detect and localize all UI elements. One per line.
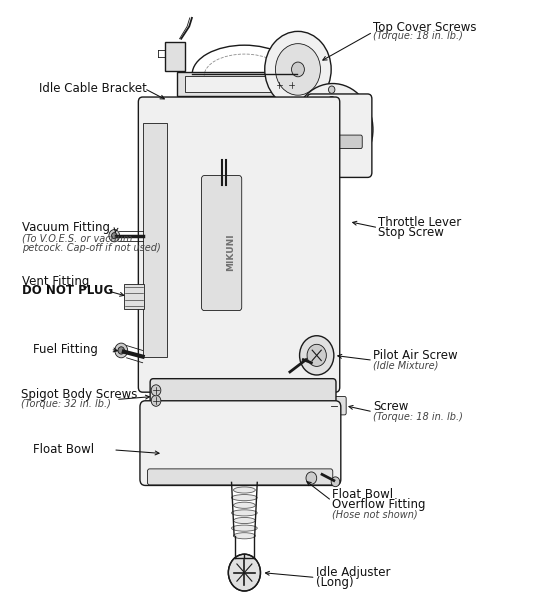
- Circle shape: [112, 232, 117, 239]
- FancyBboxPatch shape: [148, 469, 333, 485]
- FancyBboxPatch shape: [185, 76, 303, 92]
- Circle shape: [228, 554, 260, 591]
- Text: Stop Screw: Stop Screw: [378, 226, 444, 239]
- FancyBboxPatch shape: [322, 397, 346, 415]
- Circle shape: [275, 44, 321, 95]
- Text: Float Bowl: Float Bowl: [33, 443, 94, 456]
- Ellipse shape: [234, 502, 255, 509]
- Text: Idle Cable Bracket: Idle Cable Bracket: [39, 82, 147, 95]
- Circle shape: [115, 343, 128, 358]
- FancyBboxPatch shape: [165, 42, 185, 71]
- Circle shape: [151, 385, 161, 396]
- Text: DO NOT PLUG: DO NOT PLUG: [22, 284, 113, 298]
- Ellipse shape: [231, 510, 257, 516]
- Text: (Torque: 32 in. lb.): (Torque: 32 in. lb.): [21, 400, 111, 410]
- Circle shape: [303, 96, 362, 164]
- Text: Overflow Fitting: Overflow Fitting: [332, 498, 425, 511]
- Circle shape: [307, 344, 326, 367]
- FancyBboxPatch shape: [140, 401, 341, 485]
- Circle shape: [265, 31, 331, 108]
- Circle shape: [329, 86, 335, 93]
- Text: (Long): (Long): [316, 576, 353, 589]
- Text: Float Bowl: Float Bowl: [332, 488, 393, 501]
- Circle shape: [292, 62, 304, 77]
- FancyBboxPatch shape: [150, 379, 336, 416]
- Ellipse shape: [234, 533, 255, 539]
- Circle shape: [306, 472, 317, 484]
- Text: Vacuum Fitting: Vacuum Fitting: [22, 221, 110, 234]
- Circle shape: [321, 116, 345, 143]
- Text: MIKUNI: MIKUNI: [227, 234, 236, 271]
- Circle shape: [300, 336, 334, 375]
- Circle shape: [151, 395, 161, 407]
- Text: (Hose not shown): (Hose not shown): [332, 509, 417, 519]
- Circle shape: [330, 401, 338, 411]
- Circle shape: [118, 347, 125, 354]
- FancyBboxPatch shape: [139, 97, 340, 392]
- Text: Pilot Air Screw: Pilot Air Screw: [373, 349, 458, 362]
- Circle shape: [109, 229, 120, 242]
- Text: Fuel Fitting: Fuel Fitting: [33, 343, 98, 355]
- Circle shape: [331, 477, 340, 486]
- Text: Top Cover Screws: Top Cover Screws: [373, 20, 476, 34]
- Text: Spigot Body Screws: Spigot Body Screws: [21, 388, 137, 401]
- FancyBboxPatch shape: [177, 73, 309, 96]
- Text: Throttle Lever: Throttle Lever: [378, 216, 461, 229]
- Ellipse shape: [234, 487, 255, 493]
- Ellipse shape: [231, 494, 257, 501]
- Circle shape: [275, 81, 284, 90]
- Circle shape: [287, 81, 296, 90]
- Text: Vent Fitting: Vent Fitting: [22, 275, 90, 288]
- FancyBboxPatch shape: [201, 175, 242, 311]
- Text: (Torque: 18 in. lb.): (Torque: 18 in. lb.): [373, 411, 463, 422]
- FancyBboxPatch shape: [124, 284, 144, 309]
- Text: Idle Adjuster: Idle Adjuster: [316, 566, 390, 579]
- Ellipse shape: [234, 517, 255, 523]
- Text: petcock. Cap-off if not used): petcock. Cap-off if not used): [22, 243, 161, 253]
- Text: (Torque: 18 in. lb.): (Torque: 18 in. lb.): [373, 31, 463, 41]
- Text: (To V.O.E.S. or vacuum: (To V.O.E.S. or vacuum: [22, 234, 133, 244]
- Circle shape: [293, 84, 373, 175]
- Text: Screw: Screw: [373, 400, 408, 413]
- FancyBboxPatch shape: [143, 124, 166, 357]
- Ellipse shape: [231, 525, 257, 531]
- Circle shape: [329, 97, 335, 104]
- FancyBboxPatch shape: [307, 94, 372, 177]
- Text: (Idle Mixture): (Idle Mixture): [373, 360, 438, 370]
- FancyBboxPatch shape: [332, 135, 362, 149]
